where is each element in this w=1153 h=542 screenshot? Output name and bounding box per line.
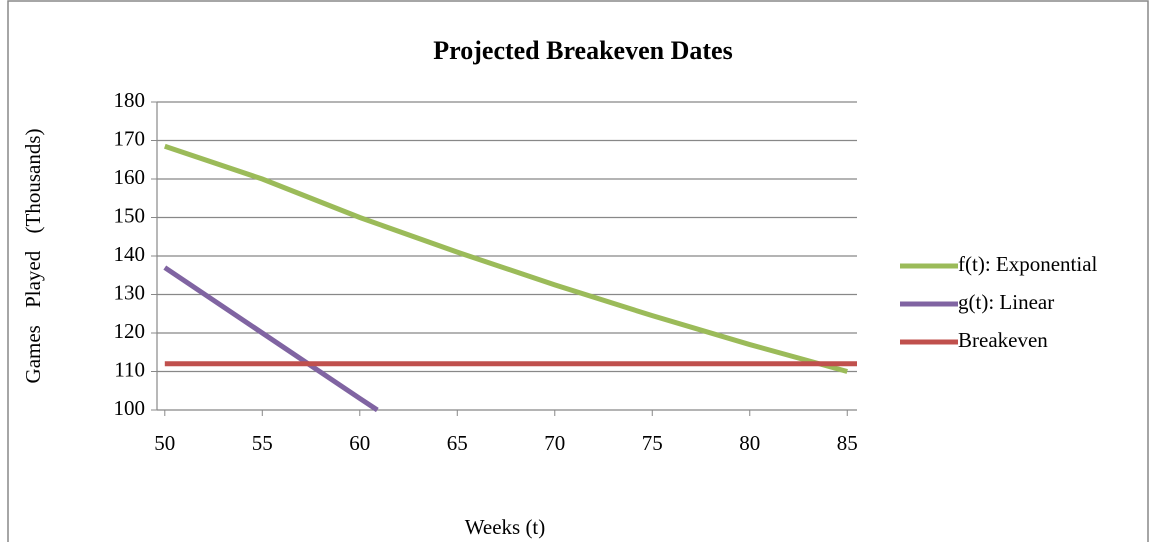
x-axis-label: Weeks (t): [465, 515, 546, 539]
chart-frame: [7, 0, 1149, 542]
y-tick-label: 140: [114, 242, 146, 266]
series-line: [164, 143, 848, 374]
y-tick-label: 160: [114, 165, 146, 189]
legend-label: g(t): Linear: [958, 290, 1054, 314]
y-tick-label: 130: [114, 280, 146, 304]
x-tick-label: 65: [447, 431, 468, 455]
y-tick-label: 150: [114, 203, 146, 227]
y-tick-label: 120: [114, 319, 146, 343]
chart-title: Projected Breakeven Dates: [433, 36, 732, 65]
y-tick-label: 110: [114, 357, 145, 381]
y-tick-label: 180: [114, 88, 146, 112]
x-tick-label: 70: [544, 431, 565, 455]
x-tick-label: 55: [252, 431, 273, 455]
legend-label: f(t): Exponential: [958, 252, 1098, 276]
y-tick-label: 100: [114, 396, 146, 420]
x-tick-label: 60: [349, 431, 370, 455]
x-tick-label: 85: [837, 431, 858, 455]
x-tick-label: 75: [642, 431, 663, 455]
x-tick-label: 80: [739, 431, 760, 455]
legend-label: Breakeven: [958, 328, 1048, 352]
y-tick-label: 170: [114, 126, 146, 150]
x-tick-label: 50: [154, 431, 175, 455]
y-axis-label: Games Played (Thousands): [21, 129, 45, 384]
